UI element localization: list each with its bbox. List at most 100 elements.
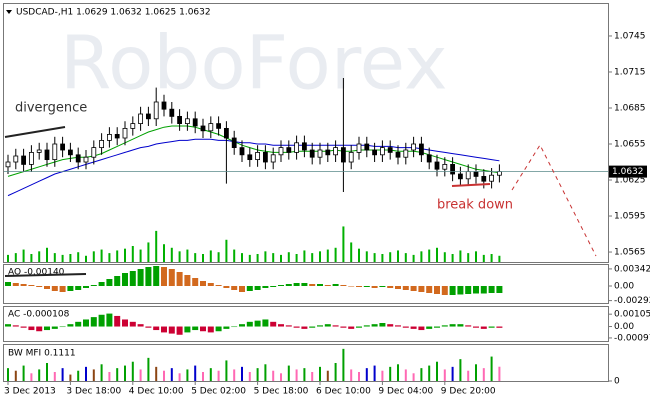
mfi-bar — [451, 366, 454, 381]
y-tick-label: 1.0625 — [614, 176, 646, 186]
mfi-bar — [498, 366, 501, 381]
candle-body — [83, 156, 89, 163]
indicator-bar — [418, 286, 425, 292]
indicator-bar — [488, 326, 495, 328]
volume-bar — [451, 254, 454, 262]
candle-body — [317, 149, 323, 158]
indicator-bar — [387, 324, 394, 327]
candle-body — [153, 101, 159, 120]
volume-bar — [295, 254, 298, 262]
indicator-bar — [371, 324, 378, 327]
mfi-bar — [38, 369, 41, 381]
indicator-bar — [473, 326, 479, 328]
candle-body — [255, 152, 261, 161]
indicator-bar — [480, 286, 487, 294]
candle-body — [418, 143, 424, 156]
indicator-bar — [379, 323, 386, 327]
indicator-bar — [301, 326, 308, 329]
mfi-bar — [326, 370, 329, 381]
indicator-bar — [200, 281, 206, 286]
volume-bar — [264, 251, 267, 262]
indicator-bar — [301, 283, 308, 286]
moving-average — [7, 138, 500, 197]
indicator-bar — [145, 326, 152, 328]
chart-title: USDCAD-,H1 1.0629 1.0632 1.0625 1.0632 — [16, 8, 211, 18]
volume-bar — [326, 249, 329, 262]
indicator-bar — [379, 286, 386, 287]
mfi-bar — [170, 368, 173, 381]
indicator-bar — [395, 325, 401, 327]
indicator-bar — [59, 286, 66, 292]
indicator-bar — [12, 283, 19, 286]
mfi-bar — [295, 369, 298, 381]
indicator-bar — [410, 286, 417, 291]
indicator-bar — [122, 273, 128, 286]
indicator-bar — [75, 286, 82, 290]
y-tick-label: 0.00 — [614, 282, 634, 292]
mfi-bar — [108, 372, 111, 381]
indicator-bar — [441, 325, 448, 327]
mfi-bar — [233, 369, 236, 381]
indicator-bar — [44, 326, 50, 331]
indicator-bar — [418, 326, 425, 331]
indicator-bar — [473, 286, 479, 294]
indicator-bar — [200, 326, 206, 332]
candle-body — [496, 171, 502, 176]
volume-bar — [272, 253, 275, 262]
volume-bar — [178, 251, 181, 262]
candle-body — [481, 176, 487, 182]
mfi-bar — [116, 368, 119, 381]
candle-body — [5, 161, 11, 168]
mfi-bar — [350, 369, 353, 381]
mfi-bar — [334, 363, 337, 381]
indicator-label: AO -0.00140 — [8, 268, 65, 278]
y-tick-label: 1.0565 — [614, 248, 646, 258]
candle-body — [36, 149, 42, 153]
x-tick-label: 4 Dec 10:00 — [129, 387, 184, 397]
mfi-bar — [475, 364, 477, 381]
indicator-bar — [410, 326, 417, 329]
mfi-bar — [389, 366, 392, 381]
y-tick-label: -0.00097 — [614, 333, 650, 343]
indicator-bar — [137, 324, 144, 327]
indicator-bar — [106, 279, 113, 286]
mfi-bar — [490, 356, 493, 381]
mfi-bar — [459, 359, 462, 381]
indicator-bar — [36, 286, 43, 287]
indicator-bar — [332, 325, 339, 327]
candle-body — [411, 143, 417, 151]
x-tick-label: 9 Dec 20:00 — [441, 387, 496, 397]
candle-body — [52, 143, 58, 161]
indicator-bar — [348, 286, 355, 287]
indicator-bar — [98, 282, 105, 286]
x-tick-label: 5 Dec 18:00 — [254, 387, 309, 397]
candle-body — [403, 149, 409, 158]
indicator-bar — [293, 283, 300, 286]
mfi-bar — [194, 365, 197, 381]
indicator-bar — [434, 286, 440, 294]
indicator-bar — [434, 326, 440, 328]
indicator-bar — [239, 286, 245, 292]
indicator-bar — [332, 284, 339, 286]
mfi-bar — [147, 357, 150, 381]
y-tick-label: 0.00 — [614, 322, 634, 332]
volume-bar — [155, 230, 158, 262]
mfi-bar — [14, 370, 17, 381]
volume-bar — [248, 254, 251, 262]
divergence-line-ao — [4, 273, 87, 277]
mfi-bar — [22, 365, 25, 381]
volume-bar — [61, 254, 64, 262]
volume-bar — [389, 252, 392, 262]
indicator-bar — [215, 326, 222, 332]
mfi-bar — [124, 365, 126, 381]
volume-bar — [350, 242, 353, 262]
mfi-bar — [225, 360, 228, 381]
indicator-bar — [129, 271, 136, 286]
volume-bar — [319, 251, 321, 262]
volume-bar — [139, 249, 142, 262]
candle-body — [247, 154, 253, 161]
volume-bar — [482, 254, 485, 262]
volume-bar — [209, 250, 212, 262]
indicator-bar — [83, 286, 89, 288]
indicator-bar — [480, 326, 487, 329]
